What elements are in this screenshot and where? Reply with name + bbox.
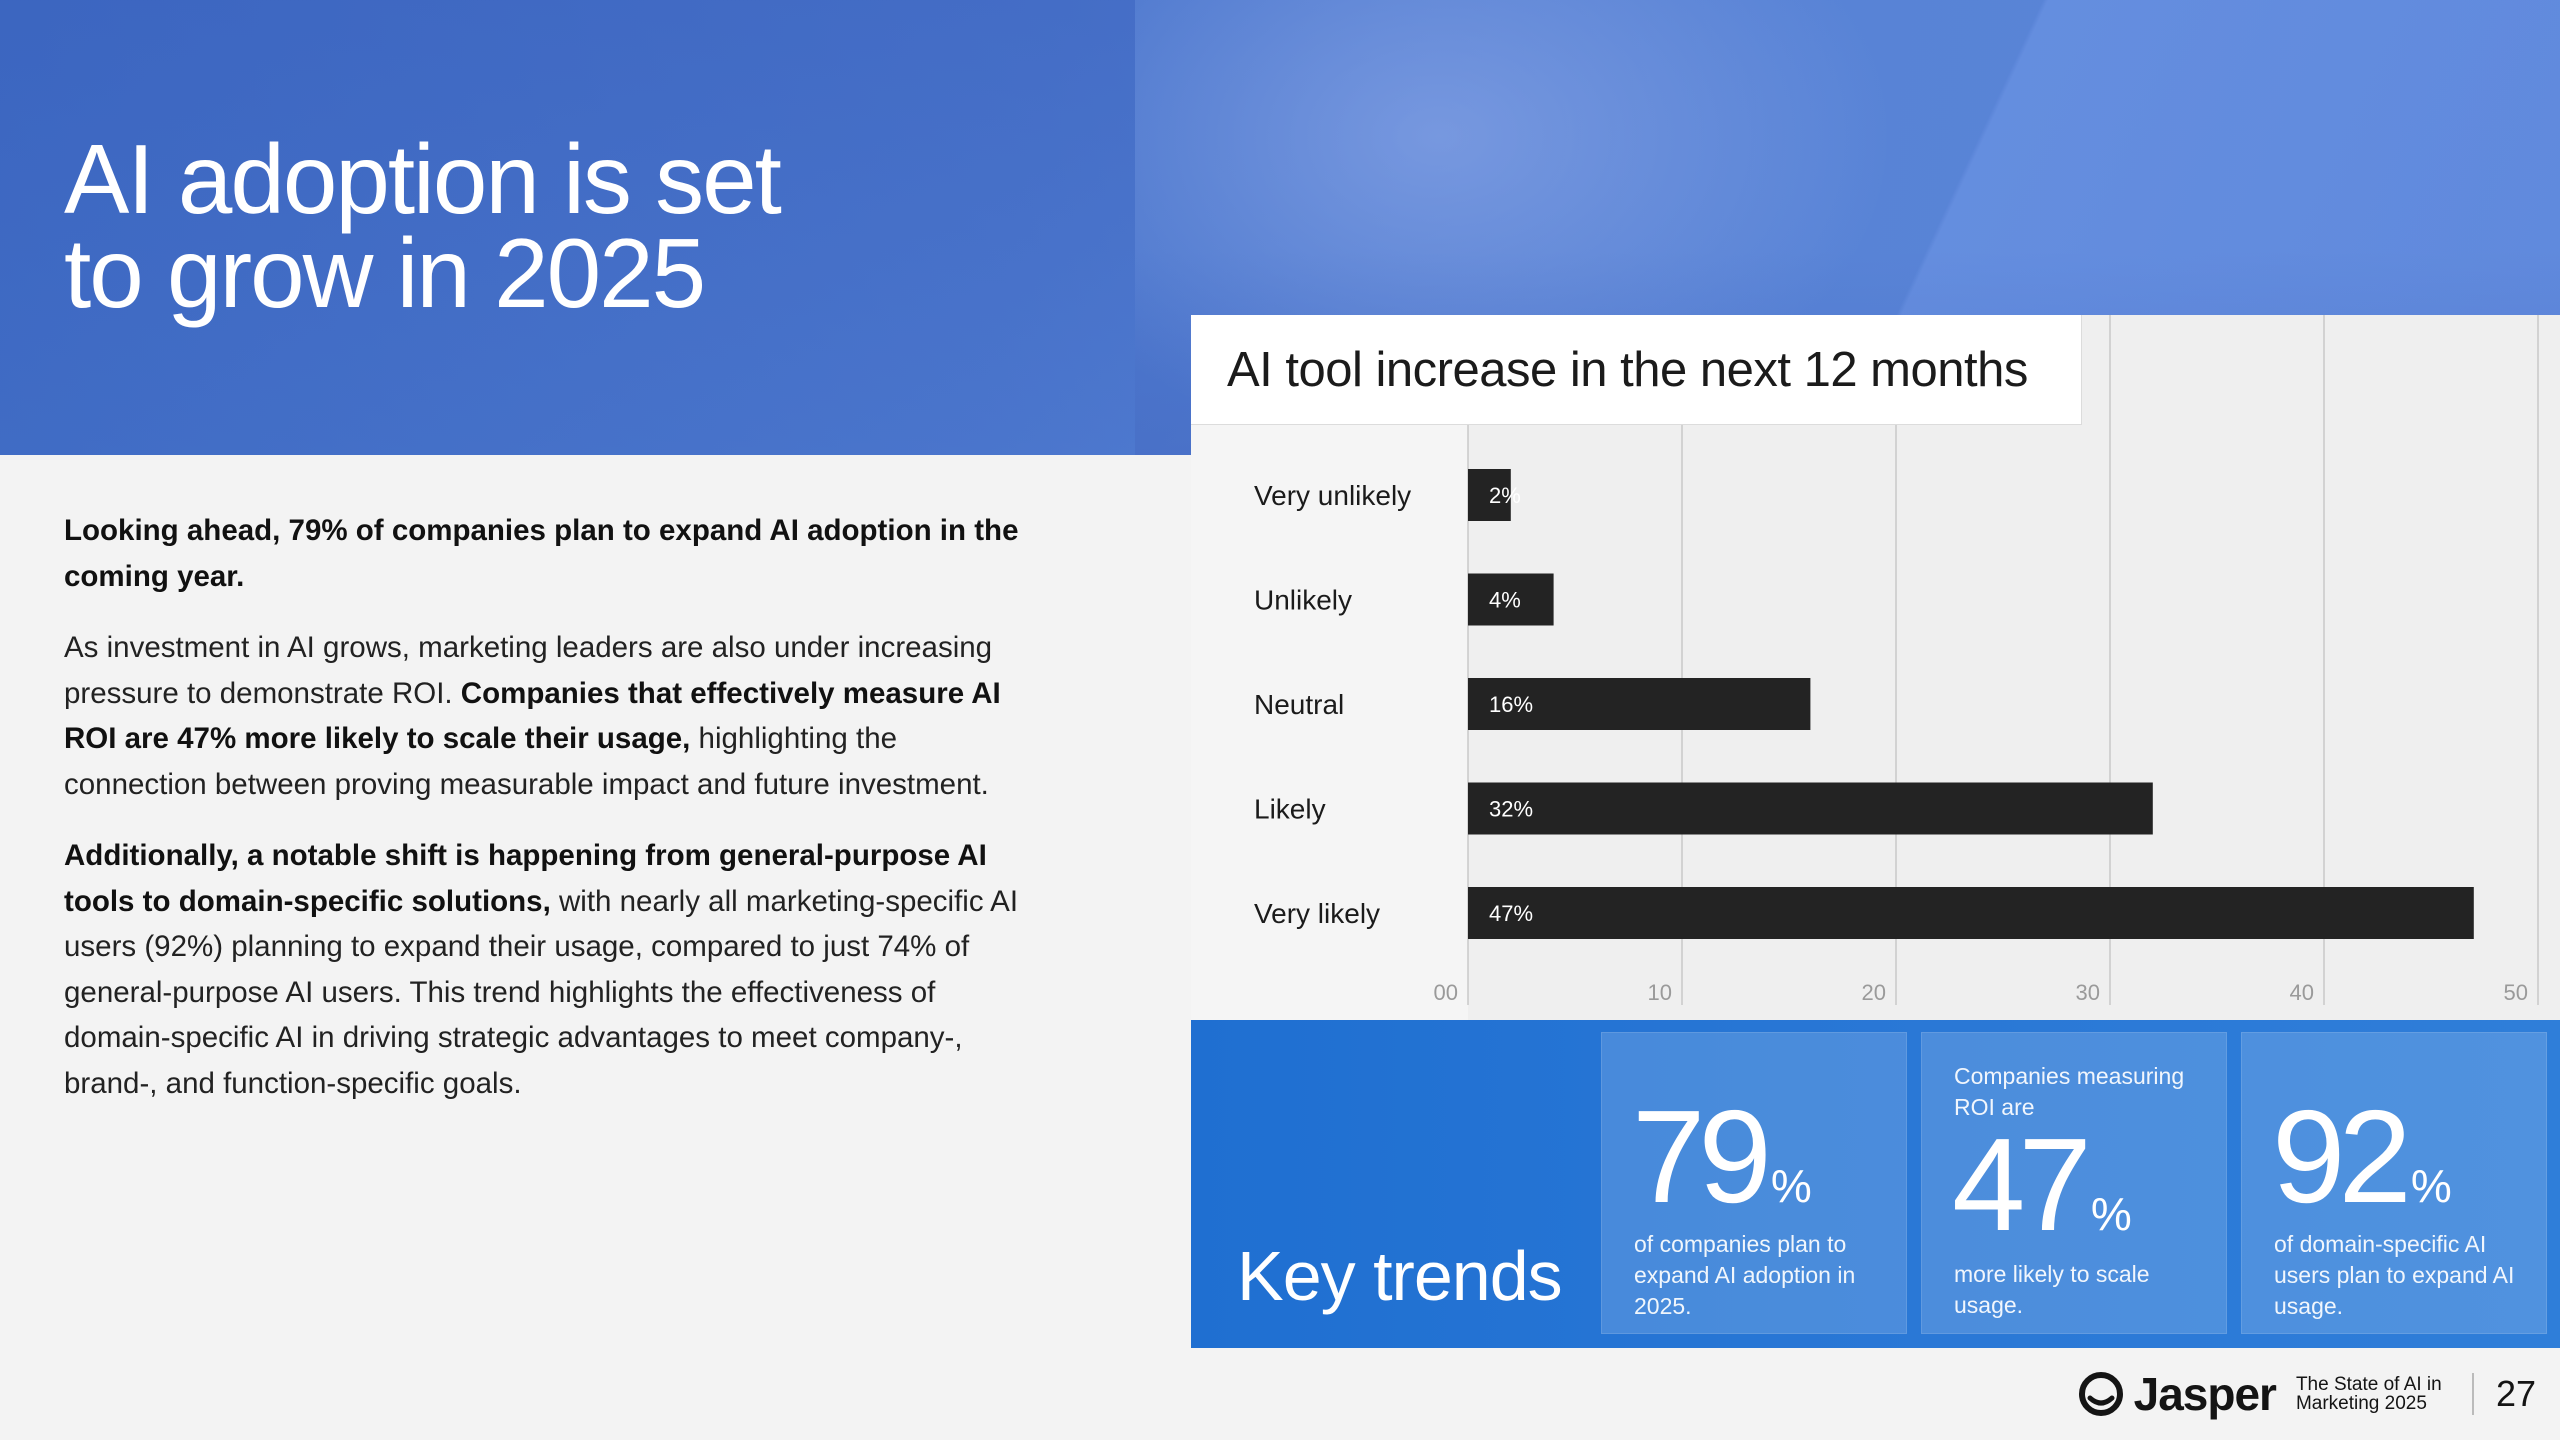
page-number: 27 — [2495, 1373, 2536, 1414]
bar-value-label: 2% — [1489, 483, 1521, 508]
roi-text-a: As investment in AI grows, marketing lea… — [64, 631, 993, 710]
stat-description: of domain-specific AI users plan to expa… — [2274, 1231, 2515, 1319]
shift-text: with nearly all marketing-specific AI us… — [64, 884, 1019, 1100]
x-tick-label: 30 — [2076, 980, 2100, 1005]
stat-number: 47 — [1952, 1111, 2092, 1258]
shift-bold: Additionally, a notable shift is happeni… — [64, 839, 987, 918]
stat-unit: % — [2090, 1188, 2132, 1240]
roi-paragraph: As investment in AI grows, marketing lea… — [64, 625, 1039, 807]
category-label: Very likely — [1254, 898, 1380, 929]
brand-name: Jasper — [2133, 1368, 2277, 1420]
bar — [1468, 782, 2153, 835]
jasper-logo-icon — [2078, 1372, 2123, 1416]
category-label: Very unlikely — [1254, 480, 1411, 511]
page-title-line-1: AI adoption is set — [64, 124, 782, 234]
footer: Jasper The State of AI in Marketing 2025… — [2076, 1366, 2536, 1422]
intro-bold: Looking ahead, 79% of companies plan to … — [64, 514, 1019, 593]
bar-chart: 00 10 20 30 40 50 Very unlikely 2% Unlikely 4% Neu… — [1191, 315, 2560, 1020]
stat-unit: % — [2410, 1160, 2452, 1212]
chart-title: AI tool increase in the next 12 months — [1191, 315, 2082, 425]
category-label: Neutral — [1254, 689, 1344, 720]
stat-value: 47% — [1952, 1119, 2132, 1280]
x-tick-label: 10 — [1648, 980, 1672, 1005]
category-label: Likely — [1254, 794, 1326, 825]
stat-card-adoption: 79% of companies plan to expand AI adopt… — [1601, 1032, 1907, 1334]
bar-value-label: 4% — [1489, 588, 1521, 613]
stat-unit: % — [1770, 1160, 1812, 1212]
report-title: The State of AI in Marketing 2025 — [2295, 1374, 2442, 1414]
bar — [1468, 573, 1554, 626]
stat-prefix: Companies measuring ROI are — [1954, 1063, 2185, 1120]
stat-value: 92% — [2272, 1091, 2452, 1252]
footer-divider — [2471, 1373, 2474, 1415]
stat-description: more likely to scale usage. — [1954, 1261, 2150, 1318]
bar-value-label: 32% — [1489, 797, 1533, 822]
key-trends-section: Key trends 79% of companies plan to expa… — [1191, 1020, 2560, 1348]
bar-value-label: 47% — [1489, 901, 1533, 926]
x-tick-label: 00 — [1434, 980, 1458, 1005]
chart-label-column — [1191, 425, 1468, 1020]
bar-value-label: 16% — [1489, 692, 1533, 717]
bar — [1468, 887, 2474, 939]
jasper-logo: Jasper — [2076, 1367, 2277, 1421]
banner-shade — [0, 0, 1135, 455]
stat-description: of companies plan to expand AI adoption … — [1634, 1231, 1856, 1319]
bar — [1468, 469, 1511, 521]
shift-paragraph: Additionally, a notable shift is happeni… — [64, 833, 1039, 1106]
page-title: AI adoption is set to grow in 2025 — [64, 124, 782, 328]
intro-paragraph: Looking ahead, 79% of companies plan to … — [64, 508, 1039, 599]
stat-number: 92 — [2272, 1083, 2412, 1230]
x-tick-label: 20 — [1862, 980, 1886, 1005]
x-tick-label: 50 — [2504, 980, 2528, 1005]
stat-card-domain: 92% of domain-specific AI users plan to … — [2241, 1032, 2547, 1334]
roi-text-b: highlighting the connection between prov… — [64, 722, 989, 801]
bar — [1468, 678, 1811, 730]
key-trends-title: Key trends — [1237, 1237, 1563, 1315]
stat-card-roi: Companies measuring ROI are 47% more lik… — [1921, 1032, 2227, 1334]
x-tick-label: 40 — [2290, 980, 2314, 1005]
stat-number: 79 — [1632, 1083, 1772, 1230]
page-title-line-2: to grow in 2025 — [64, 218, 706, 328]
chart-panel: 00 10 20 30 40 50 Very unlikely 2% Unlikely 4% Neu… — [1191, 315, 2560, 1020]
category-label: Unlikely — [1254, 585, 1352, 616]
roi-bold: Companies that effectively measure AI RO… — [64, 676, 1001, 756]
banner-texture-diagonal — [1760, 0, 2560, 340]
stat-value: 79% — [1632, 1091, 1812, 1252]
body-copy: Looking ahead, 79% of companies plan to … — [64, 508, 1039, 1132]
